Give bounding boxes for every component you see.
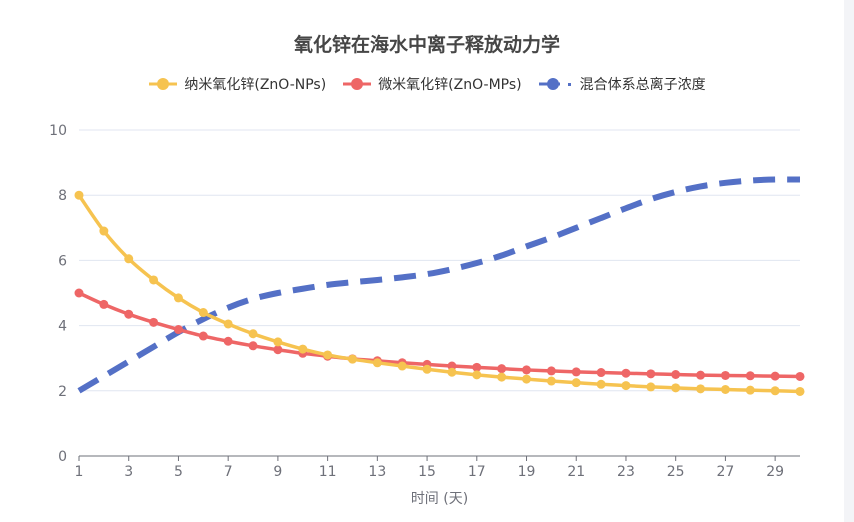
data-point: [472, 362, 482, 372]
data-point: [546, 376, 556, 386]
y-tick-label: 8: [58, 188, 67, 204]
x-tick-label: 1: [75, 464, 84, 480]
data-point: [248, 329, 258, 339]
y-tick-label: 10: [49, 123, 67, 139]
data-point: [720, 384, 730, 394]
data-point: [298, 344, 308, 354]
data-point: [99, 299, 109, 309]
data-point: [671, 383, 681, 393]
x-axis-label: 时间 (天): [411, 491, 468, 507]
data-point: [422, 364, 432, 374]
data-point: [745, 371, 755, 381]
series-layer: [74, 176, 805, 396]
data-point: [770, 386, 780, 396]
series-line: [78, 291, 801, 379]
y-tick-label: 6: [58, 253, 67, 269]
data-point: [124, 254, 134, 264]
x-tick-label: 23: [617, 464, 635, 480]
data-point: [173, 293, 183, 303]
x-tick-label: 9: [273, 464, 282, 480]
x-tick-label: 11: [319, 464, 337, 480]
legend-line-marker-icon: [149, 78, 178, 90]
x-axis: 1 3 5 7 9 11 13 15 17 19 21 23 25 27 29: [75, 455, 800, 480]
data-point: [596, 379, 606, 389]
x-tick-label: 5: [174, 464, 183, 480]
data-point: [696, 384, 706, 394]
y-tick-label: 2: [58, 384, 67, 400]
x-tick-label: 15: [418, 464, 436, 480]
data-point: [646, 369, 656, 379]
scrollbar-track: [844, 0, 854, 522]
legend-line-marker-icon: [343, 78, 372, 90]
y-axis: 0 2 4 6 8 10: [49, 123, 67, 465]
x-tick-label: 25: [667, 464, 685, 480]
data-point: [99, 226, 109, 236]
data-point: [223, 336, 233, 346]
data-point: [720, 370, 730, 380]
grid-lines: [79, 129, 800, 392]
data-point: [397, 361, 407, 371]
series-2: [77, 176, 801, 394]
data-point: [173, 325, 183, 335]
x-tick-label: 13: [368, 464, 386, 480]
data-point: [74, 288, 84, 298]
data-point: [149, 275, 159, 285]
x-tick-label: 27: [716, 464, 734, 480]
data-point: [198, 308, 208, 318]
data-point: [323, 350, 333, 360]
data-point: [472, 370, 482, 380]
data-point: [223, 319, 233, 329]
x-tick-label: 7: [224, 464, 233, 480]
series-line: [77, 194, 801, 394]
legend-label: 纳米氧化锌(ZnO-NPs): [184, 77, 327, 93]
data-point: [273, 345, 283, 355]
data-point: [621, 381, 631, 391]
data-point: [770, 371, 780, 381]
legend-label: 微米氧化锌(ZnO-MPs): [378, 77, 522, 93]
data-point: [646, 382, 656, 392]
data-point: [745, 385, 755, 395]
data-point: [546, 366, 556, 376]
data-point: [149, 317, 159, 327]
data-point: [522, 365, 532, 375]
x-tick-label: 21: [567, 464, 585, 480]
legend-item-total-ion[interactable]: 混合体系总离子浓度: [538, 74, 706, 94]
x-tick-label: 3: [124, 464, 133, 480]
data-point: [596, 368, 606, 378]
data-point: [447, 361, 457, 371]
y-tick-label: 4: [58, 319, 67, 335]
chart-title: 氧化锌在海水中离子释放动力学: [293, 34, 560, 56]
data-point: [273, 337, 283, 347]
legend-item-zno-nps[interactable]: 纳米氧化锌(ZnO-NPs): [148, 74, 326, 94]
data-point: [198, 331, 208, 341]
x-tick-label: 29: [766, 464, 784, 480]
data-point: [347, 354, 357, 364]
data-point: [124, 309, 134, 319]
data-point: [74, 190, 84, 200]
legend-label: 混合体系总离子浓度: [579, 77, 706, 93]
data-point: [497, 372, 507, 382]
data-point: [447, 367, 457, 377]
data-point: [671, 370, 681, 379]
x-tick-label: 17: [468, 464, 486, 480]
legend-dashed-marker-icon: [538, 78, 571, 90]
data-point: [571, 367, 581, 377]
series-0: [74, 190, 805, 396]
data-point: [248, 341, 258, 351]
data-point: [497, 364, 507, 374]
data-point: [795, 386, 805, 396]
data-point: [522, 374, 532, 384]
data-point: [795, 371, 805, 381]
legend: 纳米氧化锌(ZnO-NPs) 微米氧化锌(ZnO-MPs) 混合体系总离子浓度: [0, 74, 854, 94]
data-point: [372, 358, 382, 368]
data-point: [621, 368, 631, 378]
x-tick-label: 19: [518, 464, 536, 480]
data-point: [696, 370, 706, 380]
series-line: [77, 176, 801, 394]
y-tick-label: 0: [58, 449, 67, 465]
data-point: [571, 378, 581, 388]
legend-item-zno-mps[interactable]: 微米氧化锌(ZnO-MPs): [342, 74, 522, 94]
